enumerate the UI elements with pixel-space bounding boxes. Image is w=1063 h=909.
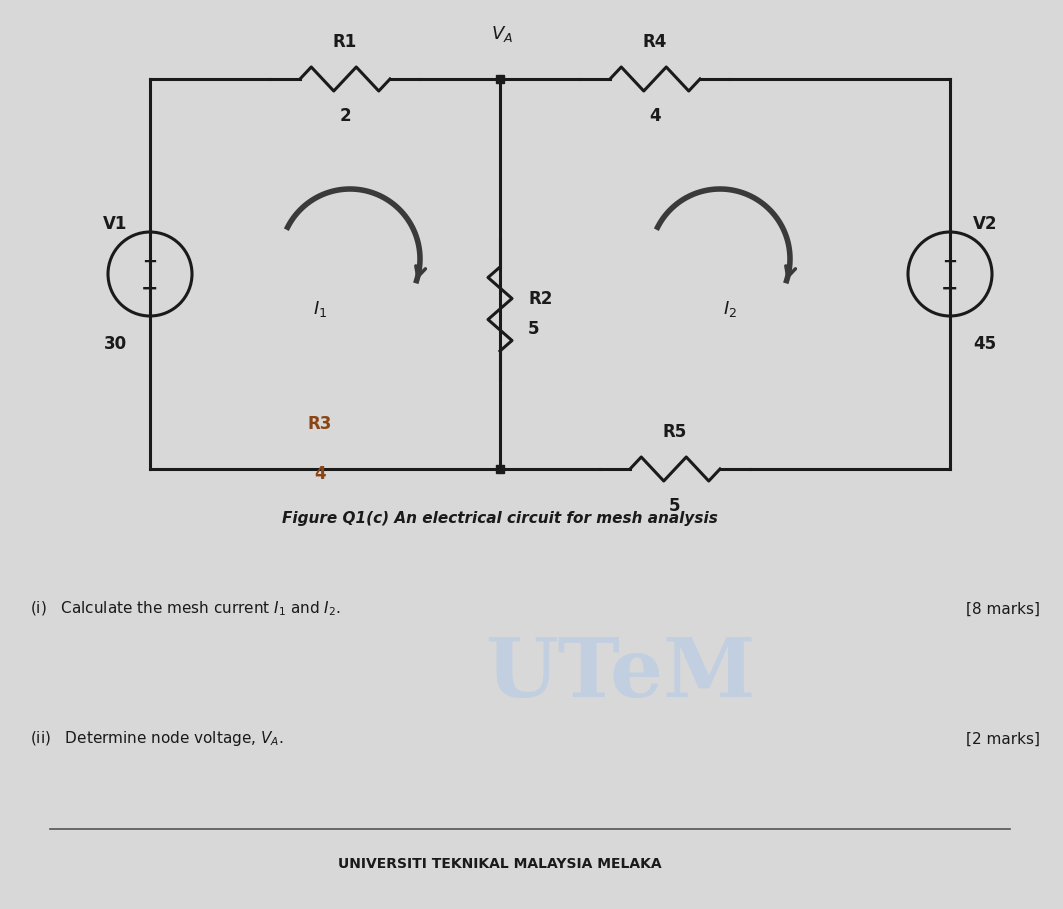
Text: R1: R1 — [333, 33, 357, 51]
Text: 5: 5 — [670, 497, 680, 515]
Text: [2 marks]: [2 marks] — [966, 732, 1040, 746]
Text: (i)   Calculate the mesh current $I_1$ and $I_2$.: (i) Calculate the mesh current $I_1$ and… — [30, 600, 341, 618]
Text: V1: V1 — [103, 215, 128, 233]
Text: R4: R4 — [643, 33, 668, 51]
Text: R3: R3 — [308, 415, 332, 433]
Text: 2: 2 — [339, 107, 351, 125]
Text: R2: R2 — [528, 290, 553, 308]
Text: $V_A$: $V_A$ — [491, 24, 513, 44]
Text: $I_1$: $I_1$ — [313, 299, 327, 319]
Text: 45: 45 — [974, 335, 997, 353]
Text: (ii)   Determine node voltage, $V_A$.: (ii) Determine node voltage, $V_A$. — [30, 730, 284, 748]
Text: +: + — [943, 253, 958, 271]
Text: UTeM: UTeM — [485, 634, 755, 714]
Text: 4: 4 — [649, 107, 661, 125]
Text: V2: V2 — [973, 215, 997, 233]
Text: 4: 4 — [315, 465, 326, 483]
Text: UNIVERSITI TEKNIKAL MALAYSIA MELAKA: UNIVERSITI TEKNIKAL MALAYSIA MELAKA — [338, 857, 662, 871]
Text: [8 marks]: [8 marks] — [966, 602, 1040, 616]
Text: +: + — [142, 253, 157, 271]
Bar — [496, 75, 504, 83]
Text: $I_2$: $I_2$ — [723, 299, 737, 319]
Text: Figure Q1(c) An electrical circuit for mesh analysis: Figure Q1(c) An electrical circuit for m… — [282, 512, 718, 526]
Text: 5: 5 — [528, 320, 540, 338]
Text: R5: R5 — [663, 423, 687, 441]
Text: 30: 30 — [103, 335, 126, 353]
Text: −: − — [141, 279, 158, 299]
Bar — [496, 465, 504, 473]
Text: −: − — [941, 279, 959, 299]
